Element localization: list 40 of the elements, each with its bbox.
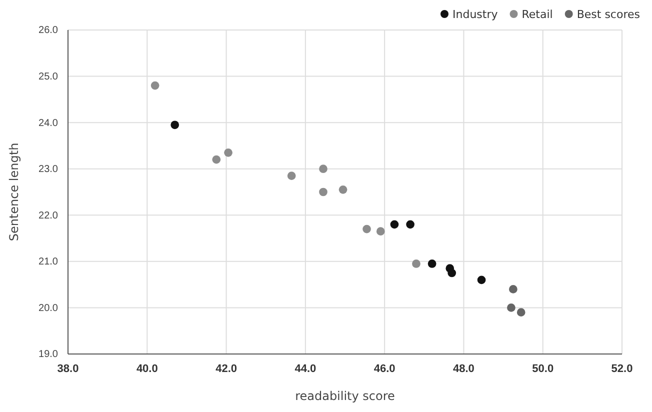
point	[390, 220, 399, 229]
x-tick-label: 52.0	[611, 362, 633, 375]
x-tick-label: 44.0	[294, 362, 316, 375]
point	[362, 224, 371, 234]
y-axis-title: Sentence length	[7, 142, 21, 242]
x-tick-label: 46.0	[374, 362, 396, 375]
y-tick-label: 26.0	[38, 25, 58, 36]
y-tick-label: 21.0	[38, 256, 58, 268]
point	[507, 304, 516, 312]
point	[224, 148, 232, 157]
y-tick-label: 24.0	[38, 118, 58, 129]
legend-label: Industry	[452, 8, 498, 21]
point	[319, 188, 328, 196]
legend-label: Retail	[522, 8, 553, 21]
point	[516, 308, 526, 317]
x-tick-label: 42.0	[216, 362, 237, 375]
y-tick-label: 22.0	[38, 210, 58, 222]
point	[477, 276, 486, 284]
legend-label: Best scores	[576, 8, 640, 21]
point	[412, 260, 420, 268]
point	[448, 268, 456, 278]
point	[376, 227, 385, 236]
x-axis-title: readability score	[295, 389, 395, 403]
point	[170, 120, 180, 130]
x-tick-label: 48.0	[453, 362, 474, 375]
point	[406, 220, 414, 229]
x-tick-label: 38.0	[57, 362, 79, 375]
point	[508, 285, 518, 294]
point	[150, 81, 160, 90]
y-tick-label: 20.0	[38, 302, 58, 314]
point	[428, 260, 436, 268]
y-tick-label: 19.0	[38, 349, 58, 360]
point	[212, 155, 221, 164]
point	[287, 172, 296, 180]
y-tick-label: 25.0	[38, 71, 58, 82]
x-tick-label: 50.0	[532, 362, 554, 375]
y-tick-label: 23.0	[38, 164, 58, 176]
x-tick-label: 40.0	[136, 362, 158, 375]
point	[319, 164, 328, 174]
point	[338, 186, 348, 194]
